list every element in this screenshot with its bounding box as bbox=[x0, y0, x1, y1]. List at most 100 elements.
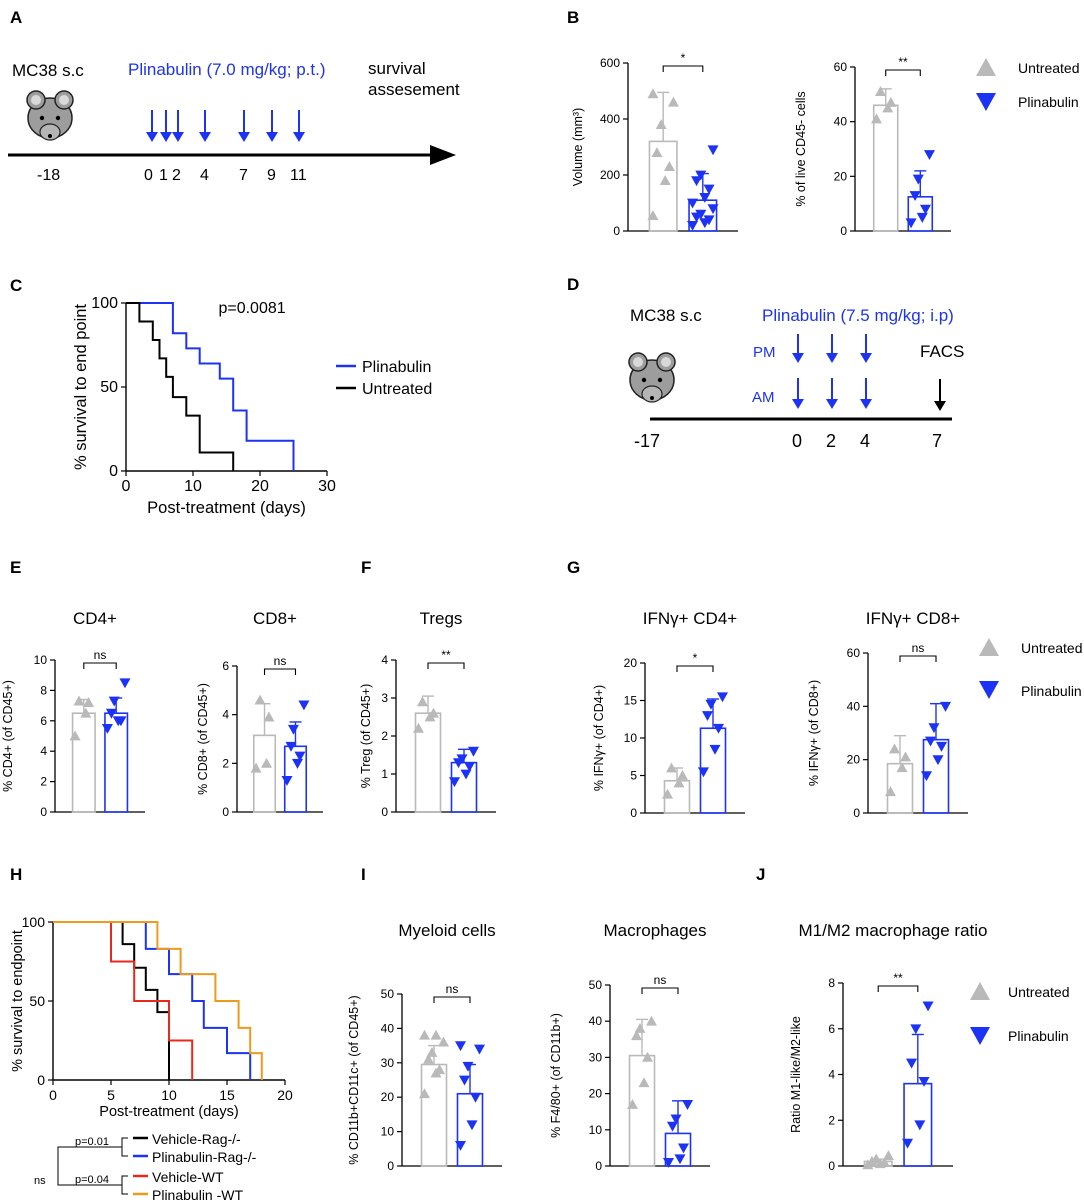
significance-bracket bbox=[676, 665, 714, 672]
legend-b-untreated-label: Untreated bbox=[1018, 60, 1079, 76]
data-point bbox=[902, 1138, 914, 1149]
legend-h-label: Vehicle-WT bbox=[152, 1169, 224, 1185]
y-tick-label: 8 bbox=[40, 683, 47, 697]
data-point bbox=[673, 777, 685, 788]
mouse-icon bbox=[26, 90, 74, 141]
y-axis-label: % of live CD45- cells bbox=[794, 91, 808, 206]
data-point bbox=[294, 751, 306, 762]
data-point bbox=[695, 170, 707, 181]
x-axis-label: Post-treatment (days) bbox=[147, 499, 306, 517]
y-tick-label: 40 bbox=[381, 1021, 395, 1035]
panel-letter-g: G bbox=[567, 558, 580, 577]
data-point bbox=[462, 1061, 474, 1072]
data-point bbox=[428, 707, 439, 718]
panel-letter-c: C bbox=[10, 276, 22, 295]
panel-letter-a: A bbox=[10, 8, 22, 27]
y-tick-label: 2 bbox=[828, 1113, 835, 1127]
y-axis-label: % CD8+ (of CD45+) bbox=[196, 683, 210, 795]
p-value-annotation: p=0.0081 bbox=[218, 300, 285, 317]
legend-b-plinabulin-label: Plinabulin bbox=[1018, 94, 1079, 110]
schedule-a-treatment: Plinabulin (7.0 mg/kg; p.t.) bbox=[128, 60, 325, 79]
y-tick-label: 60 bbox=[834, 60, 848, 74]
data-point bbox=[705, 699, 717, 710]
data-point bbox=[449, 777, 460, 788]
chart-i-macrophages: 0 10 20 30 40 50 % F4/80+ (of CD11b+) Macrophag… bbox=[549, 921, 710, 1173]
legend-h-label: Plinabulin -WT bbox=[152, 1187, 243, 1203]
legend-j-untreated-label: Untreated bbox=[1008, 984, 1069, 1000]
y-tick-label: 20 bbox=[624, 656, 638, 670]
data-point bbox=[115, 716, 127, 727]
chart-e-cd8: 0 2 4 6 % CD8+ (of CD45+) CD8+ ns bbox=[196, 609, 323, 819]
y-tick-label: 4 bbox=[381, 653, 388, 667]
data-point bbox=[889, 743, 900, 754]
data-point bbox=[707, 204, 719, 215]
significance-label: * bbox=[681, 51, 686, 65]
significance-bracket bbox=[885, 69, 921, 76]
data-point bbox=[919, 204, 931, 215]
panel-letter-f: F bbox=[361, 558, 371, 577]
x-tick-label: 20 bbox=[251, 478, 269, 495]
y-tick-label: 0 bbox=[613, 224, 620, 238]
y-tick-label: 15 bbox=[624, 694, 638, 708]
legend-e-untreated-label: Untreated bbox=[1021, 640, 1082, 656]
y-tick-label: 20 bbox=[847, 753, 861, 767]
data-point bbox=[678, 1143, 689, 1154]
day-label: 0 bbox=[144, 167, 153, 184]
legend-j: Untreated Plinabulin bbox=[970, 982, 1069, 1045]
y-tick-label: 50 bbox=[381, 987, 395, 1001]
schedule-d-am: AM bbox=[752, 389, 775, 406]
y-tick-label: 0 bbox=[381, 805, 388, 819]
data-point bbox=[885, 786, 896, 797]
data-point bbox=[470, 1092, 481, 1103]
y-tick-label: 6 bbox=[222, 659, 229, 673]
y-tick-label: 1 bbox=[381, 767, 388, 781]
data-point bbox=[455, 1041, 466, 1052]
data-point bbox=[263, 711, 275, 722]
schedule-d-model: MC38 s.c bbox=[630, 306, 702, 325]
legend-h-pvalue: ns bbox=[34, 1175, 46, 1187]
y-tick-label: 10 bbox=[624, 731, 638, 745]
chart-f-tregs: 0 1 2 3 4 % Treg (of CD45+) Tregs ** bbox=[359, 609, 496, 819]
data-point bbox=[666, 762, 677, 773]
significance-bracket bbox=[433, 996, 471, 1003]
legend-h-bracket bbox=[57, 1146, 122, 1186]
x-tick-label: 20 bbox=[277, 1087, 293, 1103]
data-point bbox=[667, 1121, 678, 1132]
panel-letter-h: H bbox=[10, 865, 22, 884]
data-point bbox=[882, 102, 894, 113]
y-tick-label: 2 bbox=[381, 729, 388, 743]
data-point bbox=[651, 147, 663, 157]
bar-untreated bbox=[252, 734, 277, 813]
treatment-arrowhead bbox=[826, 353, 838, 363]
x-tick-label: 5 bbox=[107, 1087, 115, 1103]
treatment-arrowhead bbox=[266, 132, 278, 142]
data-point bbox=[707, 145, 719, 156]
data-point bbox=[910, 1024, 922, 1035]
data-point bbox=[646, 1015, 657, 1026]
legend-h: Vehicle-Rag-/- Plinabulin-Rag-/- Vehicle… bbox=[34, 1131, 257, 1203]
y-tick-label: 0 bbox=[630, 806, 637, 820]
data-point bbox=[663, 161, 675, 171]
chart-title: Myeloid cells bbox=[398, 921, 495, 940]
data-point bbox=[674, 1154, 686, 1165]
data-point bbox=[631, 1030, 642, 1041]
data-point bbox=[261, 757, 273, 768]
data-point bbox=[474, 1044, 485, 1055]
y-tick-label: 400 bbox=[600, 112, 620, 126]
day-label: 1 bbox=[159, 167, 168, 184]
significance-bracket bbox=[263, 668, 297, 675]
day-label: -17 bbox=[634, 431, 660, 451]
treatment-arrowhead bbox=[826, 399, 838, 409]
survival-curve-plinabulin bbox=[126, 302, 295, 471]
y-tick-label: 2 bbox=[40, 775, 47, 789]
data-point bbox=[69, 730, 81, 741]
legend-h-pvalue: p=0.04 bbox=[75, 1174, 109, 1186]
data-point bbox=[108, 696, 120, 707]
data-point bbox=[426, 1046, 438, 1057]
legend-h-bracket bbox=[121, 1175, 128, 1195]
data-point bbox=[936, 741, 947, 752]
survival-curve-plinabulin-wt bbox=[53, 921, 263, 1080]
data-point bbox=[702, 711, 713, 721]
y-tick-label: 0 bbox=[595, 1159, 602, 1173]
y-tick-label: 0 bbox=[840, 224, 847, 238]
